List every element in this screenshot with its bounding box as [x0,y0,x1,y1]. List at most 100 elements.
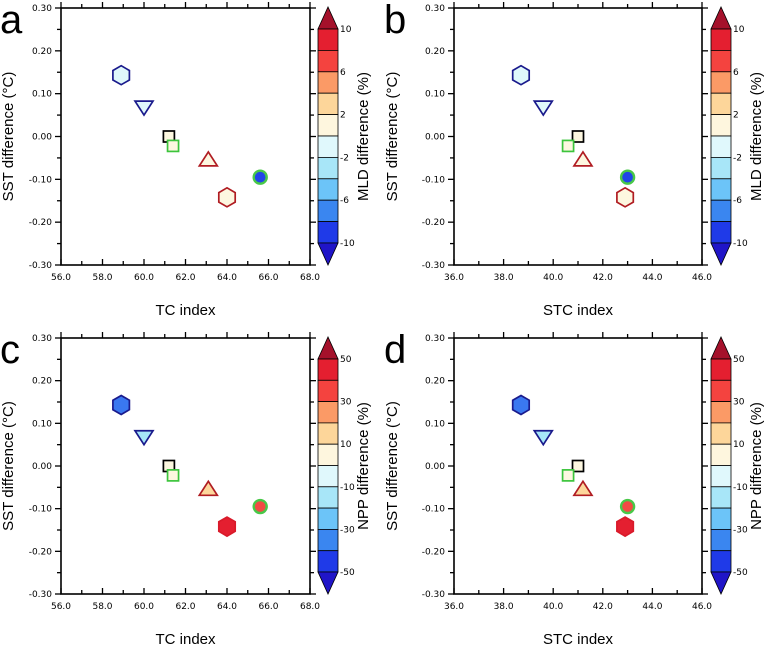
x-tick-label: 66.0 [258,602,278,612]
colorbar-box [317,221,339,244]
y-axis-title: SST difference (°C) [0,72,17,202]
colorbar: 50 30 10 -10 -30 -50 NPP difference (%) [710,336,765,595]
y-tick-label: 0.30 [425,4,445,14]
colorbar-top-triangle [710,336,732,360]
marker-circle-green-edge [252,498,268,515]
panel-c: 56.0 58.0 60.0 62.0 64.0 66.0 68.0 0.30 0.20 0.10… [0,328,372,646]
x-tick-label: 64.0 [217,273,237,283]
marker-square-green [166,469,180,482]
colorbar-title: MLD difference (%) [355,72,372,201]
colorbar-box [317,379,339,402]
y-tick-label: 0.10 [32,90,52,100]
colorbar-box [710,50,732,73]
colorbar-bottom-triangle [317,242,339,266]
y-axis-title: SST difference (°C) [384,72,401,202]
y-tick-label: 0.10 [32,419,52,429]
y-tick-label: 0.20 [425,377,445,387]
x-tick-label: 56.0 [51,602,71,612]
y-tick-label: -0.30 [29,261,53,271]
y-tick-label: 0.00 [32,462,52,472]
marker-square-green [166,139,180,153]
y-tick-label: -0.30 [422,590,446,600]
y-tick-label: -0.30 [422,261,446,271]
y-tick-label: -0.20 [29,218,53,228]
x-tick-label: 44.0 [642,602,662,612]
colorbar-box [710,28,732,51]
colorbar-box [317,465,339,488]
y-tick-label: -0.20 [422,218,446,228]
colorbar-bottom-triangle [317,571,339,595]
colorbar-tick-label: 10 [733,25,745,35]
colorbar-box [710,529,732,552]
x-tick-label: 46.0 [692,273,712,283]
colorbar: 50 30 10 -10 -30 -50 NPP difference (%) [317,336,372,595]
colorbar-box [317,443,339,466]
marker-square-black [571,459,585,473]
colorbar: 10 6 2 -2 -6 -10 MLD difference (%) [710,6,765,266]
x-tick-label: 58.0 [92,602,112,612]
marker-down-triangle-blue [532,429,554,447]
colorbar-box [317,50,339,73]
x-tick-label: 68.0 [300,273,320,283]
colorbar-tick-label: 2 [733,111,739,121]
x-tick-label: 58.0 [92,273,112,283]
marker-down-triangle-blue [532,100,554,117]
colorbar-tick-label: 2 [340,111,346,121]
colorbar-box [317,178,339,201]
colorbar-tick-label: -30 [340,525,355,535]
y-tick-label: 0.00 [425,462,445,472]
marker-hexagon-red [616,186,635,208]
colorbar-top-triangle [710,6,732,30]
colorbar-box [710,486,732,509]
marker-down-triangle-blue [133,429,155,447]
plot-frame [60,337,311,595]
colorbar-tick-label: 50 [340,355,352,365]
x-tick-label: 66.0 [258,273,278,283]
x-tick-label: 62.0 [175,273,195,283]
colorbar-box [710,550,732,573]
x-tick-label: 42.0 [593,602,613,612]
x-tick-label: 36.0 [444,273,464,283]
y-tick-label: 0.20 [32,47,52,57]
y-tick-label: -0.10 [422,175,446,185]
colorbar-tick-label: 6 [340,68,346,78]
y-tick-label: -0.30 [29,590,53,600]
marker-circle-green-edge [619,498,636,515]
plot-frame [60,7,311,266]
colorbar-box [710,422,732,445]
colorbar-tick-label: 6 [733,68,739,78]
colorbar-box [317,507,339,530]
y-tick-label: 0.20 [425,47,445,57]
colorbar-box [710,358,732,381]
colorbar-tick-label: 30 [733,398,745,408]
colorbar-box [710,71,732,94]
y-tick-label: 0.30 [425,334,445,344]
colorbar-bottom-triangle [710,571,732,595]
colorbar-tick-label: -10 [733,483,748,493]
marker-triangle-red [197,150,219,167]
marker-hexagon-red [217,186,237,208]
colorbar-box [710,114,732,137]
x-tick-label: 38.0 [494,273,514,283]
panel-letter: d [384,328,406,372]
x-tick-label: 68.0 [300,602,320,612]
colorbar-box [317,28,339,51]
colorbar-tick-label: 10 [733,440,745,450]
y-tick-label: 0.10 [425,90,445,100]
colorbar-box [317,92,339,115]
marker-triangle-red [197,479,219,497]
panel-b: 36.0 38.0 40.0 42.0 44.0 46.0 0.30 0.20 0.10 0.00… [384,0,765,319]
colorbar: 10 6 2 -2 -6 -10 MLD difference (%) [317,6,372,266]
marker-down-triangle-blue [133,100,155,117]
colorbar-title: MLD difference (%) [748,72,765,201]
colorbar-box [317,486,339,509]
colorbar-tick-label: -6 [733,196,742,206]
panel-a: 56.0 58.0 60.0 62.0 64.0 66.0 68.0 0.30 0.20 0.10… [0,0,372,319]
y-tick-label: -0.10 [29,505,53,515]
x-tick-label: 46.0 [692,602,712,612]
x-tick-label: 44.0 [642,273,662,283]
colorbar-box [710,92,732,115]
y-tick-label: -0.20 [422,547,446,557]
marker-square-black [571,130,585,143]
